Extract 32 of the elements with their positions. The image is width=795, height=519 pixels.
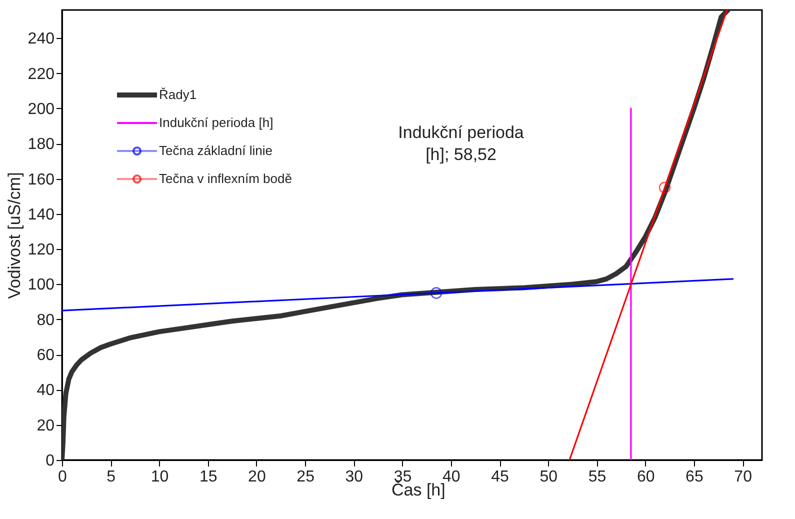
y-tick-label: 20 bbox=[36, 417, 55, 434]
y-tick-label: 220 bbox=[28, 66, 55, 83]
x-tick-label: 65 bbox=[686, 468, 704, 486]
x-tick-label: 5 bbox=[106, 468, 116, 486]
y-tick-label: 80 bbox=[36, 312, 55, 329]
y-tick-label: 200 bbox=[28, 100, 55, 118]
y-tick-label: 40 bbox=[36, 382, 55, 400]
y-axis-title: Vodivost [uS/cm] bbox=[4, 172, 24, 299]
y-tick-label: 180 bbox=[28, 136, 55, 154]
y-tick-label: 60 bbox=[36, 347, 55, 364]
y-tick-label: 160 bbox=[28, 171, 55, 188]
x-tick-label: 20 bbox=[248, 468, 266, 486]
legend-label: Tečna základní linie bbox=[159, 143, 272, 158]
y-tick-label: 120 bbox=[28, 242, 55, 259]
annotation: Indukční perioda [h]; 58,52 bbox=[398, 123, 524, 164]
x-tick-label: 50 bbox=[540, 468, 558, 486]
y-tick-label: 0 bbox=[46, 452, 55, 470]
x-tick-label: 45 bbox=[491, 468, 509, 486]
x-tick-label: 10 bbox=[150, 468, 169, 486]
y-tick-label: 100 bbox=[28, 276, 55, 294]
x-tick-label: 25 bbox=[296, 468, 315, 486]
x-tick-label: 55 bbox=[588, 468, 606, 486]
legend-label: Řady1 bbox=[159, 87, 197, 102]
x-tick-label: 70 bbox=[734, 468, 752, 486]
y-tick-label: 140 bbox=[28, 206, 55, 224]
x-tick-label: 15 bbox=[199, 468, 218, 486]
y-tick-label: 240 bbox=[28, 30, 55, 48]
legend-label: Tečna v inflexním bodě bbox=[159, 171, 292, 186]
x-tick-label: 30 bbox=[345, 468, 364, 486]
x-tick-label: 0 bbox=[58, 468, 68, 486]
legend-label: Indukční perioda [h] bbox=[159, 115, 274, 130]
x-tick-label: 60 bbox=[636, 468, 655, 486]
